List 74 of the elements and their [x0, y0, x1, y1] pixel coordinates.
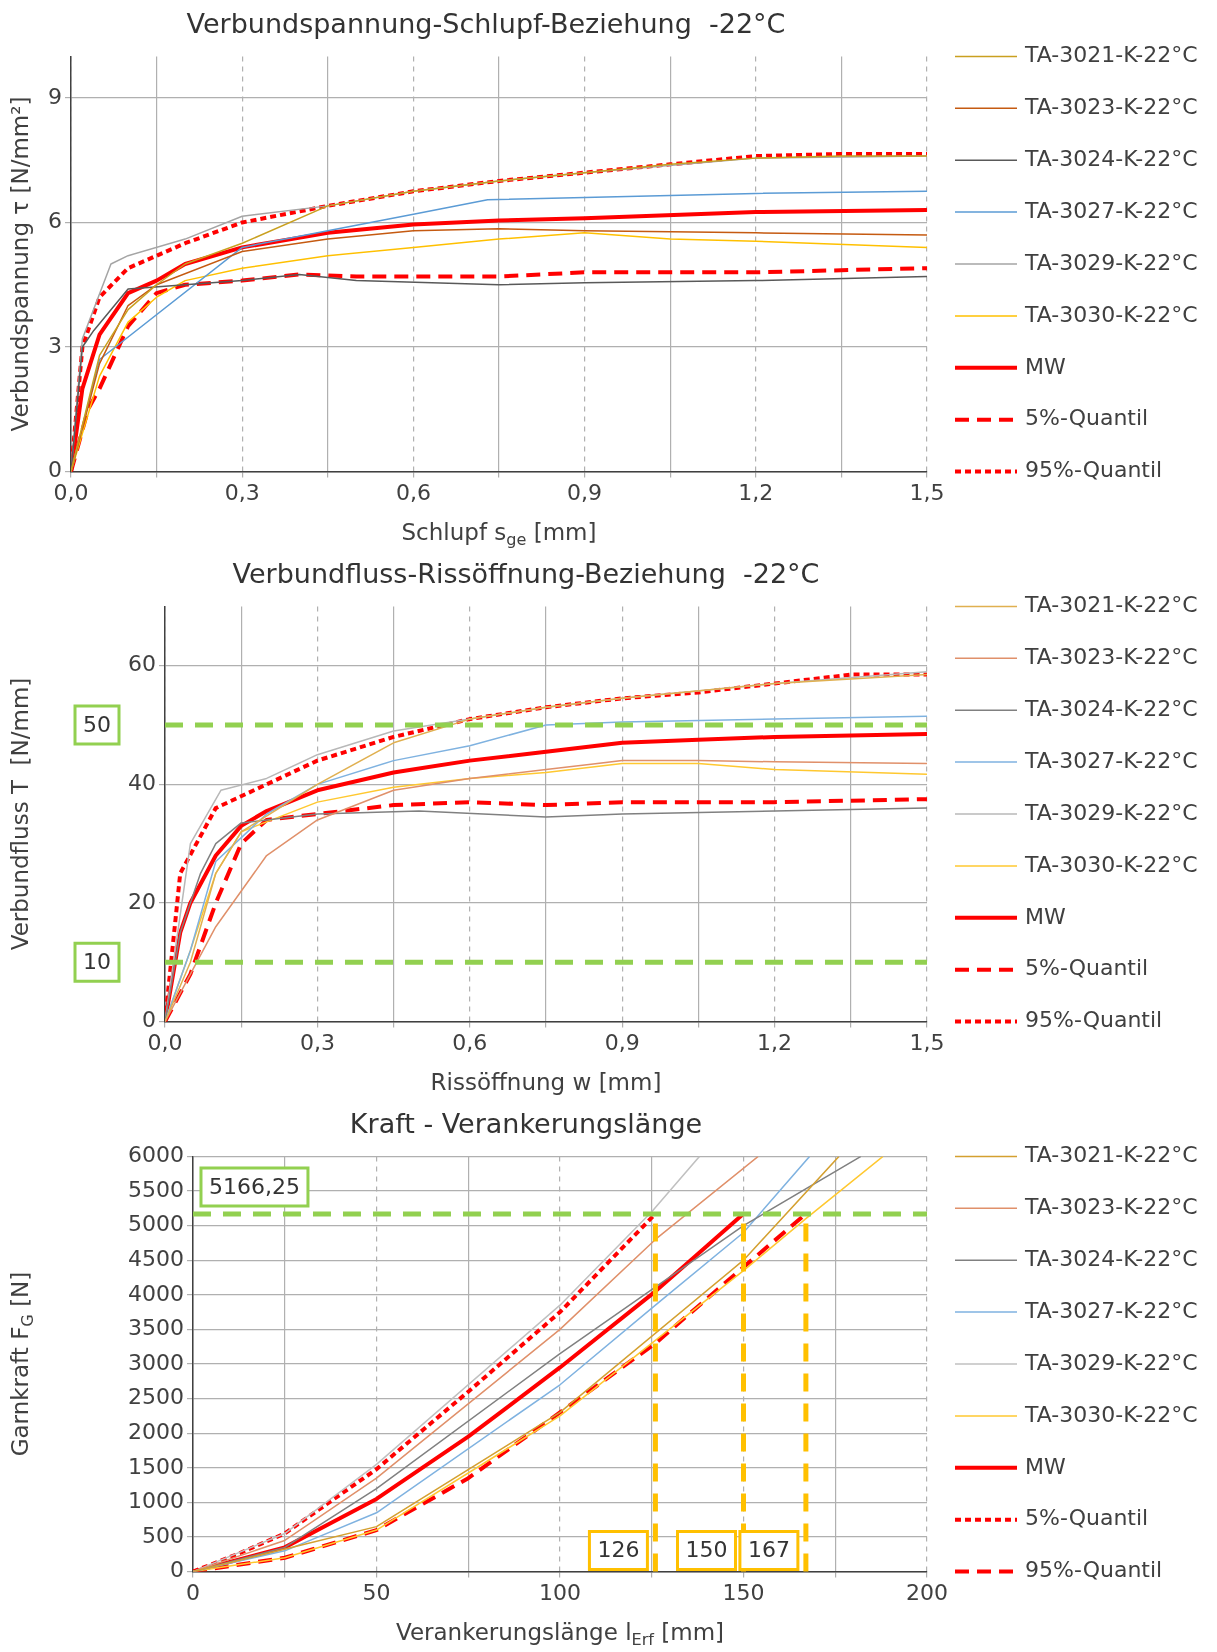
chart-title: Verbundspannung-Schlupf-Beziehung -22°C — [186, 8, 786, 40]
y-tick-label: 20 — [127, 888, 156, 914]
y-tick-label: 1500 — [127, 1453, 184, 1479]
y-tick-label: 4000 — [127, 1280, 184, 1306]
legend-label: 95%-Quantil — [1025, 1557, 1163, 1583]
x-tick-label: 0,3 — [299, 1029, 335, 1055]
y-tick-label: 2000 — [127, 1418, 184, 1444]
x-tick-label: 0,6 — [395, 479, 431, 505]
x-tick-label: 1,5 — [909, 1029, 945, 1055]
x-tick-label: 0,9 — [567, 479, 603, 505]
x-tick-label: 0,3 — [224, 479, 260, 505]
x-tick-label: 1,5 — [909, 479, 945, 505]
ref-line-label: 5166,25 — [208, 1173, 300, 1199]
legend-label: TA-3029-K-22°C — [1024, 799, 1198, 825]
y-tick-label: 60 — [127, 651, 156, 677]
y-tick-label: 6000 — [127, 1142, 184, 1168]
x-axis-title: Rissöffnung w [mm] — [430, 1068, 662, 1095]
x-tick-label: 0,6 — [452, 1029, 488, 1055]
y-axis-title: Garnkraft FG [N] — [6, 1271, 38, 1457]
chart-title: Verbundfluss-Rissöffnung-Beziehung -22°C — [232, 558, 820, 590]
legend-label: MW — [1025, 1453, 1066, 1479]
y-tick-label: 4500 — [127, 1245, 184, 1271]
y-tick-label: 1000 — [127, 1488, 184, 1514]
x-tick-label: 200 — [906, 1579, 948, 1605]
legend-label: TA-3030-K-22°C — [1024, 1401, 1198, 1427]
ref-line-label: 150 — [685, 1537, 728, 1563]
legend-label: TA-3030-K-22°C — [1024, 301, 1198, 327]
y-tick-label: 40 — [127, 770, 156, 796]
ref-line-label: 167 — [747, 1537, 790, 1563]
legend-label: TA-3023-K-22°C — [1024, 1194, 1198, 1220]
legend-label: TA-3023-K-22°C — [1024, 644, 1198, 670]
legend-label: TA-3024-K-22°C — [1024, 145, 1198, 171]
legend-label: TA-3021-K-22°C — [1024, 592, 1198, 618]
chart-title: Kraft - Verankerungslänge — [349, 1108, 703, 1140]
legend-label: TA-3024-K-22°C — [1024, 695, 1198, 721]
y-tick-label: 3 — [48, 332, 62, 358]
y-axis-title: Verbundfluss T [N/mm] — [6, 677, 33, 951]
legend-label: TA-3021-K-22°C — [1024, 1142, 1198, 1168]
y-tick-label: 3500 — [127, 1315, 184, 1341]
ref-line-label: 50 — [83, 711, 111, 737]
x-tick-label: 50 — [362, 1579, 391, 1605]
x-tick-label: 0 — [185, 1579, 200, 1605]
legend-label: TA-3030-K-22°C — [1024, 851, 1198, 877]
y-tick-label: 6 — [48, 208, 62, 234]
legend-label: TA-3027-K-22°C — [1024, 197, 1198, 223]
legend-label: 95%-Quantil — [1025, 1007, 1163, 1033]
legend-label: 95%-Quantil — [1025, 457, 1163, 483]
legend-label: TA-3023-K-22°C — [1024, 94, 1198, 120]
x-tick-label: 1,2 — [757, 1029, 793, 1055]
y-tick-label: 2500 — [127, 1384, 184, 1410]
legend-label: TA-3029-K-22°C — [1024, 1349, 1198, 1375]
legend-label: TA-3021-K-22°C — [1024, 42, 1198, 68]
legend-label: TA-3024-K-22°C — [1024, 1245, 1198, 1271]
y-tick-label: 5500 — [127, 1176, 184, 1202]
legend-label: MW — [1025, 353, 1066, 379]
y-tick-label: 500 — [141, 1522, 184, 1548]
x-tick-label: 1,2 — [738, 479, 774, 505]
y-tick-label: 5000 — [127, 1211, 184, 1237]
x-tick-label: 150 — [722, 1579, 765, 1605]
legend-label: TA-3027-K-22°C — [1024, 1297, 1198, 1323]
ref-line-label: 10 — [83, 949, 111, 974]
legend-label: TA-3029-K-22°C — [1024, 249, 1198, 275]
legend-label: TA-3027-K-22°C — [1024, 747, 1198, 773]
legend-label: MW — [1025, 903, 1066, 929]
y-tick-label: 9 — [48, 83, 62, 109]
legend-label: 5%-Quantil — [1025, 1505, 1149, 1531]
y-axis-title: Verbundspannung τ [N/mm²] — [6, 96, 33, 432]
y-tick-label: 3000 — [127, 1349, 184, 1375]
legend-label: 5%-Quantil — [1025, 405, 1149, 431]
x-tick-label: 100 — [538, 1579, 581, 1605]
ref-line-label: 126 — [597, 1537, 640, 1563]
y-tick-label: 0 — [169, 1557, 184, 1583]
legend-label: 5%-Quantil — [1025, 955, 1149, 981]
x-tick-label: 0,9 — [604, 1029, 640, 1055]
